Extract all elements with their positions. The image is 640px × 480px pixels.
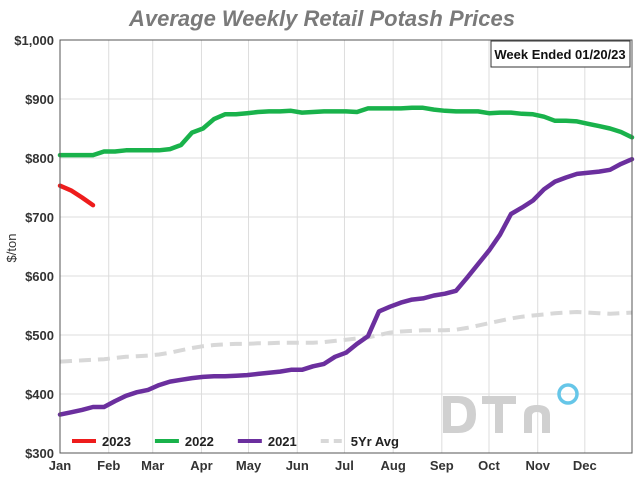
week-ended-label: Week Ended 01/20/23 (494, 47, 625, 62)
legend-label: 5Yr Avg (351, 434, 399, 449)
x-tick-label: May (236, 458, 262, 473)
y-tick-label: $300 (25, 446, 54, 461)
legend-label: 2022 (185, 434, 214, 449)
week-ended-box: Week Ended 01/20/23 (490, 40, 631, 68)
series-line-2023 (57, 183, 96, 208)
x-tick-label: Dec (573, 458, 597, 473)
x-tick-label: Jul (335, 458, 354, 473)
x-tick-label: Mar (141, 458, 164, 473)
chart-title: Average Weekly Retail Potash Prices (128, 6, 515, 31)
x-tick-label: Feb (97, 458, 120, 473)
legend-label: 2021 (268, 434, 297, 449)
gridlines (59, 39, 632, 454)
y-axis: $300 $400 $500 $600 $700 $800 $900 $1,000 (14, 33, 54, 461)
y-axis-label: $/ton (4, 234, 19, 263)
y-tick-label: $500 (25, 328, 54, 343)
x-tick-label: Apr (190, 458, 212, 473)
y-tick-label: $700 (25, 210, 54, 225)
plot-frame (59, 39, 633, 454)
legend-label: 2023 (102, 434, 131, 449)
y-tick-label: $800 (25, 151, 54, 166)
series-line-2022 (57, 105, 635, 158)
series-layer (57, 105, 635, 417)
x-tick-label: Jan (49, 458, 71, 473)
x-tick-label: Oct (478, 458, 500, 473)
y-tick-label: $600 (25, 269, 54, 284)
x-axis: Jan Feb Mar Apr May Jun Jul Aug Sep Oct Nov Dec (49, 458, 597, 473)
series-line-2021 (57, 156, 635, 417)
x-tick-label: Jun (286, 458, 309, 473)
dtn-logo (443, 383, 579, 433)
legend: 2023 2022 2021 5Yr Avg (72, 434, 399, 449)
y-tick-label: $400 (25, 387, 54, 402)
y-tick-label: $900 (25, 92, 54, 107)
series-line-5yr-avg (59, 310, 633, 364)
x-tick-label: Aug (381, 458, 406, 473)
x-tick-label: Sep (430, 458, 454, 473)
x-tick-label: Nov (525, 458, 550, 473)
y-tick-label: $1,000 (14, 33, 54, 48)
